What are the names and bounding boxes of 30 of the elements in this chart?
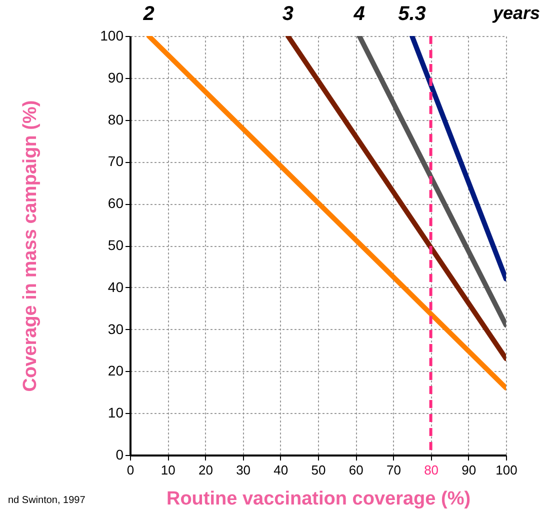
y-tick-label: 30 xyxy=(108,320,124,337)
y-tick-label: 60 xyxy=(108,195,124,212)
text: years xyxy=(492,3,540,23)
x-tick-label: 90 xyxy=(462,462,476,478)
x-tick-label: 70 xyxy=(386,462,401,478)
series-label: 4 xyxy=(352,3,365,25)
x-tick-label: 20 xyxy=(198,462,213,478)
x-tick-label: 10 xyxy=(160,462,176,478)
x-tick-label: 60 xyxy=(348,462,364,478)
x-tick-label: 50 xyxy=(311,462,326,478)
y-tick-label: 40 xyxy=(108,278,124,295)
y-tick-label: 20 xyxy=(108,362,124,379)
text: nd Swinton, 1997 xyxy=(8,495,86,506)
y-tick-label: 80 xyxy=(108,111,124,128)
y-tick-label: 90 xyxy=(108,69,124,86)
y-axis-title: Coverage in mass campaign (%) xyxy=(20,100,42,392)
y-tick-label: 0 xyxy=(116,446,124,462)
x-tick-label: 30 xyxy=(236,462,251,478)
y-tick-label: 100 xyxy=(100,28,124,44)
series-label: 3 xyxy=(282,3,294,25)
x-tick-label: 40 xyxy=(274,462,288,478)
x-axis-title: Routine vaccination coverage (%) xyxy=(166,488,471,510)
x-tick-label: 100 xyxy=(496,462,518,478)
y-tick-label: 50 xyxy=(108,237,124,253)
series-label: 2 xyxy=(142,3,154,25)
y-tick-label: 10 xyxy=(108,404,124,421)
y-tick-label: 70 xyxy=(108,153,124,170)
x-tick-label: 0 xyxy=(126,462,134,478)
series-label: 5.3 xyxy=(398,3,426,25)
x-tick-label: 80 xyxy=(424,462,439,478)
